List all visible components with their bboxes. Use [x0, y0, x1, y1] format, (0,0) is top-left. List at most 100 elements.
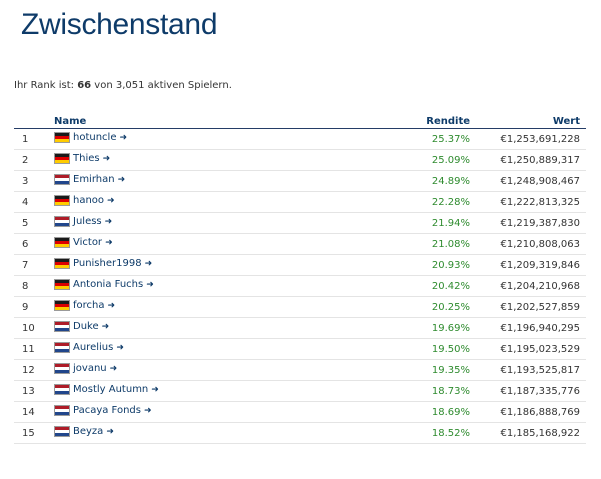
player-link[interactable]: Duke — [73, 321, 99, 332]
player-link[interactable]: Emirhan — [73, 174, 115, 185]
arrow-right-icon[interactable]: ➜ — [144, 258, 153, 269]
table-row: 15 Beyza ➜ 18.52% €1,185,168,922 — [14, 422, 586, 444]
return-cell: 19.50% — [380, 338, 470, 360]
player-cell: jovanu ➜ — [54, 359, 380, 381]
table-header-row: Name Rendite Wert — [14, 113, 586, 129]
arrow-right-icon[interactable]: ➜ — [105, 237, 113, 248]
player-entry: Mostly Autumn ➜ — [54, 384, 159, 395]
rank-cell: 1 — [14, 128, 54, 150]
value-cell: €1,210,808,063 — [470, 233, 586, 255]
table-row: 10 Duke ➜ 19.69% €1,196,940,295 — [14, 317, 586, 339]
arrow-right-icon[interactable]: ➜ — [143, 405, 152, 416]
arrow-right-icon[interactable]: ➜ — [104, 216, 113, 227]
player-cell: Thies ➜ — [54, 149, 380, 171]
return-cell: 19.69% — [380, 317, 470, 339]
netherlands-flag-icon — [54, 384, 70, 395]
netherlands-flag-icon — [54, 321, 70, 332]
player-link[interactable]: forcha — [73, 300, 105, 311]
rank-cell: 4 — [14, 191, 54, 213]
player-cell: hanoo ➜ — [54, 191, 380, 213]
player-cell: Duke ➜ — [54, 317, 380, 339]
player-entry: hanoo ➜ — [54, 195, 115, 206]
arrow-right-icon[interactable]: ➜ — [117, 174, 126, 185]
header-return[interactable]: Rendite — [380, 113, 470, 129]
rank-cell: 2 — [14, 149, 54, 171]
player-link[interactable]: Beyza — [73, 426, 104, 437]
player-entry: Thies ➜ — [54, 153, 110, 164]
return-cell: 19.35% — [380, 359, 470, 381]
player-entry: Aurelius ➜ — [54, 342, 124, 353]
page-title: Zwischenstand — [21, 8, 218, 41]
value-cell: €1,222,813,325 — [470, 191, 586, 213]
player-link[interactable]: Thies — [73, 153, 100, 164]
player-link[interactable]: jovanu — [73, 363, 107, 374]
return-cell: 21.94% — [380, 212, 470, 234]
value-cell: €1,186,888,769 — [470, 401, 586, 423]
player-link[interactable]: Pacaya Fonds — [73, 405, 141, 416]
header-value[interactable]: Wert — [470, 113, 586, 129]
return-cell: 20.42% — [380, 275, 470, 297]
table-row: 8 Antonia Fuchs ➜ 20.42% €1,204,210,968 — [14, 275, 586, 297]
player-link[interactable]: Juless — [73, 216, 102, 227]
return-cell: 18.73% — [380, 380, 470, 402]
arrow-right-icon[interactable]: ➜ — [116, 342, 124, 353]
player-entry: forcha ➜ — [54, 300, 115, 311]
arrow-right-icon[interactable]: ➜ — [102, 153, 111, 164]
player-cell: Pacaya Fonds ➜ — [54, 401, 380, 423]
player-link[interactable]: Antonia Fuchs — [73, 279, 144, 290]
return-cell: 25.37% — [380, 128, 470, 150]
rank-cell: 10 — [14, 317, 54, 339]
return-cell: 22.28% — [380, 191, 470, 213]
player-entry: Pacaya Fonds ➜ — [54, 405, 152, 416]
player-cell: Aurelius ➜ — [54, 338, 380, 360]
value-cell: €1,202,527,859 — [470, 296, 586, 318]
table-row: 9 forcha ➜ 20.25% €1,202,527,859 — [14, 296, 586, 318]
player-link[interactable]: hotuncle — [73, 132, 117, 143]
netherlands-flag-icon — [54, 363, 70, 374]
player-entry: Punisher1998 ➜ — [54, 258, 152, 269]
netherlands-flag-icon — [54, 426, 70, 437]
player-entry: Duke ➜ — [54, 321, 109, 332]
rank-value: 66 — [77, 80, 92, 91]
rank-cell: 5 — [14, 212, 54, 234]
player-link[interactable]: hanoo — [73, 195, 105, 206]
value-cell: €1,250,889,317 — [470, 149, 586, 171]
value-cell: €1,253,691,228 — [470, 128, 586, 150]
value-cell: €1,196,940,295 — [470, 317, 586, 339]
arrow-right-icon[interactable]: ➜ — [101, 321, 110, 332]
table-row: 5 Juless ➜ 21.94% €1,219,387,830 — [14, 212, 586, 234]
return-cell: 20.25% — [380, 296, 470, 318]
player-link[interactable]: Victor — [73, 237, 103, 248]
player-link[interactable]: Aurelius — [73, 342, 114, 353]
return-cell: 25.09% — [380, 149, 470, 171]
arrow-right-icon[interactable]: ➜ — [107, 195, 115, 206]
arrow-right-icon[interactable]: ➜ — [119, 132, 128, 143]
value-cell: €1,195,023,529 — [470, 338, 586, 360]
player-link[interactable]: Mostly Autumn — [73, 384, 149, 395]
arrow-right-icon[interactable]: ➜ — [146, 279, 154, 290]
player-cell: Emirhan ➜ — [54, 170, 380, 192]
rank-summary: Ihr Rank ist: 66 von 3,051 aktiven Spiel… — [14, 80, 232, 91]
player-cell: Victor ➜ — [54, 233, 380, 255]
rank-cell: 12 — [14, 359, 54, 381]
rank-cell: 7 — [14, 254, 54, 276]
rank-cell: 8 — [14, 275, 54, 297]
arrow-right-icon[interactable]: ➜ — [151, 384, 159, 395]
rank-prefix: Ihr Rank ist: — [14, 80, 78, 91]
table-row: 4 hanoo ➜ 22.28% €1,222,813,325 — [14, 191, 586, 213]
arrow-right-icon[interactable]: ➜ — [109, 363, 118, 374]
table-row: 14 Pacaya Fonds ➜ 18.69% €1,186,888,769 — [14, 401, 586, 423]
arrow-right-icon[interactable]: ➜ — [106, 426, 114, 437]
player-entry: hotuncle ➜ — [54, 132, 127, 143]
header-name[interactable]: Name — [54, 113, 380, 129]
return-cell: 18.52% — [380, 422, 470, 444]
table-row: 7 Punisher1998 ➜ 20.93% €1,209,319,846 — [14, 254, 586, 276]
header-rank — [14, 113, 54, 129]
player-cell: hotuncle ➜ — [54, 128, 380, 150]
player-link[interactable]: Punisher1998 — [73, 258, 142, 269]
player-entry: Juless ➜ — [54, 216, 112, 227]
germany-flag-icon — [54, 258, 70, 269]
table-row: 11 Aurelius ➜ 19.50% €1,195,023,529 — [14, 338, 586, 360]
arrow-right-icon[interactable]: ➜ — [107, 300, 116, 311]
player-cell: Beyza ➜ — [54, 422, 380, 444]
